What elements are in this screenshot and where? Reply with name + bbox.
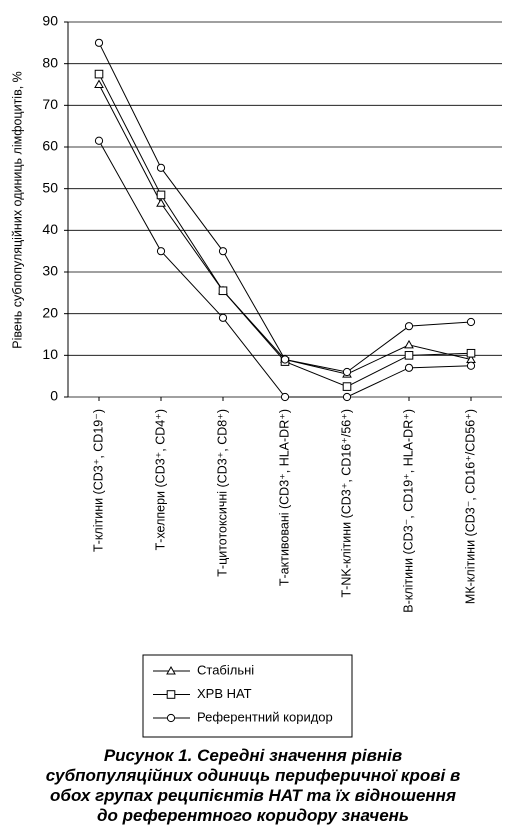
legend-marker [166,713,176,723]
x-tick-label: В-клітини (CD3⁻, CD19⁺, HLA-DR⁺) [401,409,415,613]
point [218,286,228,296]
y-tick-label: 30 [42,263,58,279]
legend-label: Стабільні [197,662,254,677]
legend-label: Референтний коридор [197,709,333,724]
point [156,198,166,207]
x-tick-label: МК-клітини (CD3⁻, CD16⁺/CD56⁺) [463,409,477,604]
legend-marker [166,665,176,675]
point [404,363,414,372]
point [342,382,352,391]
x-tick-label: Т-клітини (CD3⁺, CD19⁻) [91,409,105,552]
y-tick-label: 70 [42,96,58,112]
point [218,247,228,256]
point [342,367,352,377]
legend-label: ХРВ НАТ [197,686,252,701]
point [466,361,476,370]
point [156,247,166,256]
series-line [98,42,472,373]
y-tick-label: 80 [42,54,58,70]
y-axis-label: Рівень субпопуляційних одиниць лімфоциті… [10,71,24,349]
x-tick-label: Т-цитотоксичні (CD3⁺, CD8⁺) [215,409,229,577]
legend-marker [166,690,176,699]
point [342,392,352,402]
y-tick-label: 20 [42,304,58,320]
point [404,351,414,360]
y-tick-label: 10 [42,346,58,362]
point [404,322,414,331]
point [156,190,166,200]
legend-box [142,654,353,738]
series-line [98,84,472,375]
y-tick-label: 60 [42,138,58,154]
y-tick-label: 90 [42,13,58,29]
point [466,348,476,358]
y-tick-label: 0 [50,388,58,404]
x-tick-label: Т-NK-клітини (CD3⁺, CD16⁺/56⁺) [339,409,353,597]
x-tick-label: Т-активовані (CD3⁺, HLA-DR⁺) [277,409,291,586]
x-tick-label: Т-хелпери (CD3⁺, CD4⁺) [153,409,167,550]
point [218,313,228,322]
point [280,392,290,402]
chart: Рівень субпопуляційних одиниць лімфоциті… [10,13,502,738]
point [94,69,104,79]
caption: Рисунок 1. Середні значення рівнів субпо… [45,746,461,825]
point [466,317,476,327]
point [404,339,414,349]
point [156,163,166,172]
y-tick-label: 50 [42,179,58,195]
point [280,355,290,364]
point [94,38,104,47]
y-tick-label: 40 [42,221,58,237]
point [94,79,104,88]
point [94,136,104,145]
